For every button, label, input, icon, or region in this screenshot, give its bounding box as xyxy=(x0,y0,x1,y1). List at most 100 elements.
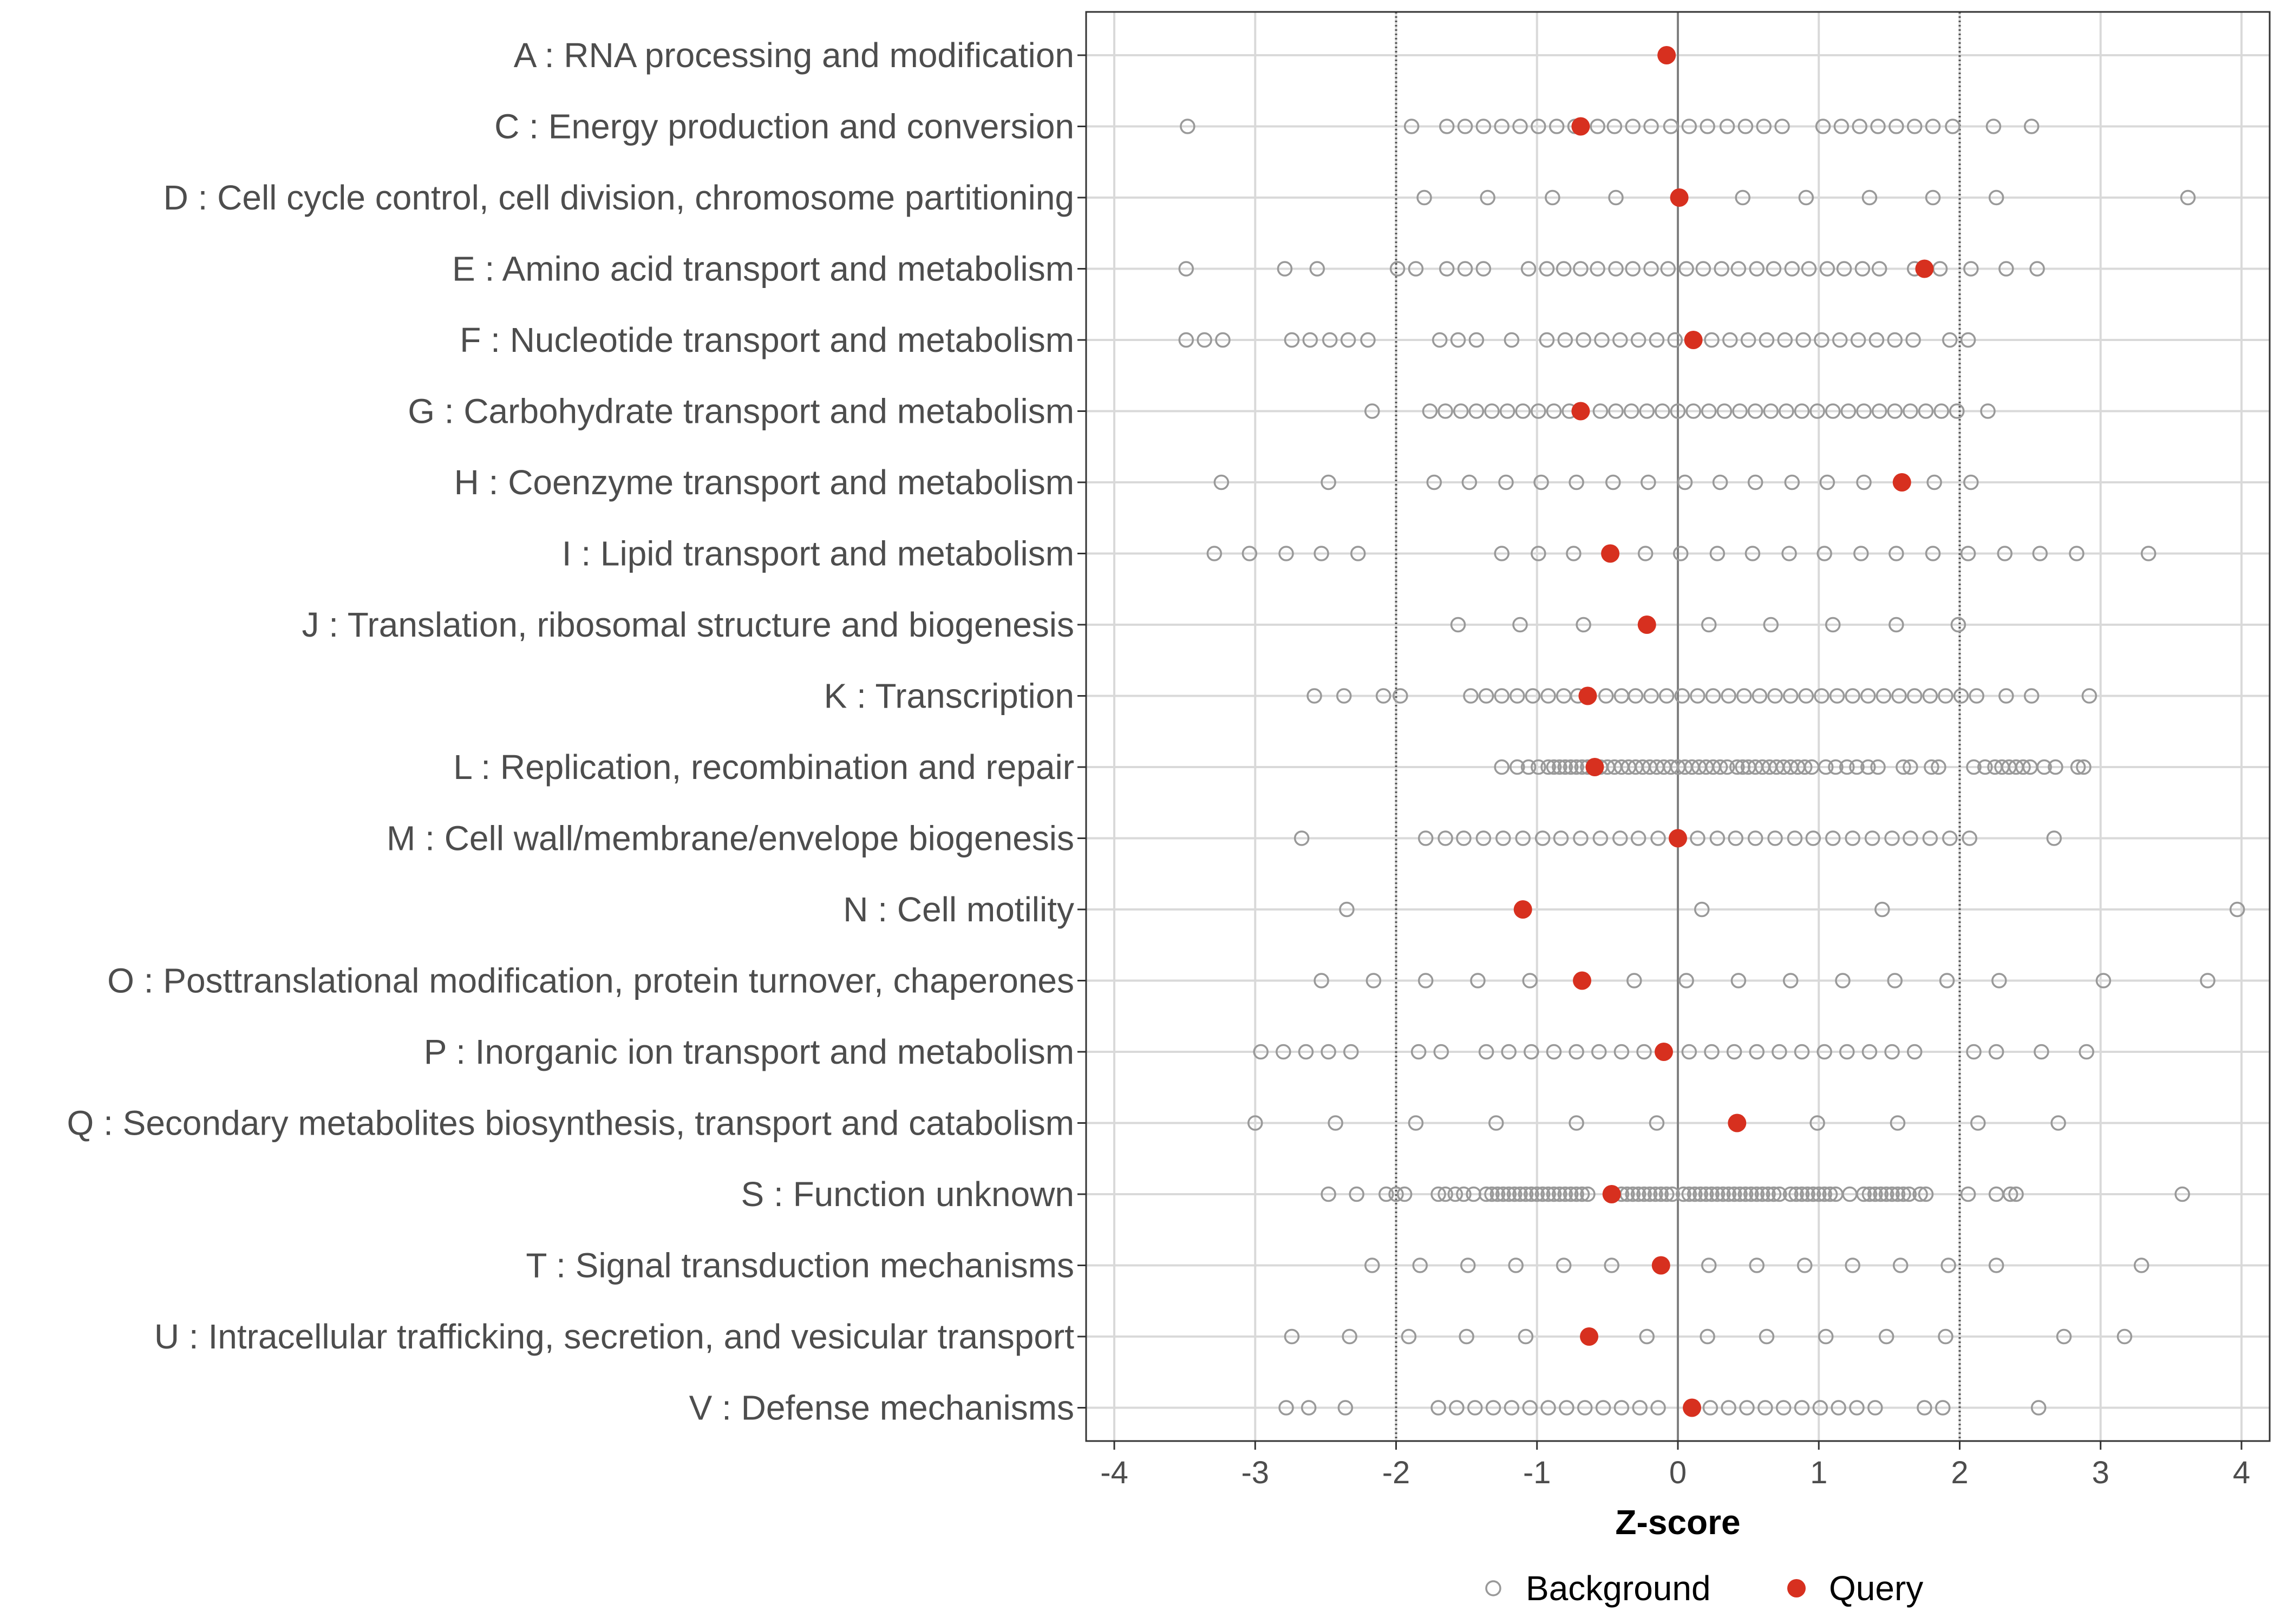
background-point xyxy=(1467,1400,1483,1416)
background-point xyxy=(1510,688,1525,704)
background-point xyxy=(1563,1186,1579,1202)
background-point xyxy=(1512,119,1528,134)
background-point xyxy=(1721,1186,1736,1202)
background-point xyxy=(1573,830,1589,846)
background-point xyxy=(1998,261,2014,277)
background-point xyxy=(1364,403,1380,419)
query-point xyxy=(1651,1256,1670,1275)
data-points xyxy=(1178,46,2245,1417)
background-point xyxy=(1678,973,1694,988)
background-point xyxy=(2174,1186,2190,1202)
category-label: S : Function unknown xyxy=(741,1175,1074,1214)
background-point xyxy=(1574,1186,1590,1202)
background-point xyxy=(1360,332,1376,348)
background-point xyxy=(1709,830,1726,846)
background-point xyxy=(1760,1186,1776,1202)
background-point xyxy=(1694,901,1710,918)
background-point xyxy=(1277,261,1293,277)
background-point xyxy=(1740,332,1756,348)
background-point xyxy=(1412,1258,1428,1273)
background-point xyxy=(1625,261,1641,277)
background-point xyxy=(1766,261,1782,277)
background-point xyxy=(1342,1328,1357,1345)
background-point xyxy=(1670,403,1686,419)
query-point xyxy=(1571,117,1590,136)
background-point xyxy=(1702,1400,1718,1416)
background-point xyxy=(1484,403,1500,419)
background-point xyxy=(1836,261,1852,277)
background-point xyxy=(1887,332,1903,348)
background-point xyxy=(1309,261,1325,277)
background-point xyxy=(1903,759,1918,775)
background-point xyxy=(1197,332,1212,348)
background-point xyxy=(1494,759,1510,775)
background-point xyxy=(1546,403,1562,419)
background-point xyxy=(1794,1400,1810,1416)
background-point xyxy=(1531,546,1546,561)
background-point xyxy=(1284,1328,1300,1345)
background-point xyxy=(1613,1044,1630,1060)
x-tick-label: 0 xyxy=(1669,1455,1687,1490)
background-point xyxy=(2180,189,2196,206)
background-point xyxy=(1864,830,1880,846)
background-point xyxy=(1730,261,1747,277)
category-label: I : Lipid transport and metabolism xyxy=(562,534,1074,573)
background-point xyxy=(1832,332,1848,348)
background-point xyxy=(1321,474,1336,490)
background-point xyxy=(1736,688,1752,704)
reference-lines xyxy=(1395,12,1961,1441)
background-point xyxy=(1704,1044,1720,1060)
background-point xyxy=(1906,1044,1923,1060)
background-point xyxy=(1433,1044,1449,1060)
background-point xyxy=(1485,1400,1501,1416)
background-point xyxy=(1729,759,1745,775)
background-point xyxy=(2229,901,2245,918)
background-point xyxy=(1861,1186,1878,1202)
background-point xyxy=(1495,1186,1511,1202)
background-point xyxy=(1512,1186,1528,1202)
background-point xyxy=(1721,688,1736,704)
query-point xyxy=(1601,544,1620,563)
background-point xyxy=(1726,1186,1742,1202)
background-point xyxy=(1531,119,1546,134)
background-point xyxy=(1819,474,1835,490)
background-point xyxy=(1449,1400,1465,1416)
x-tick-label: 2 xyxy=(1951,1455,1968,1490)
background-point xyxy=(1643,261,1659,277)
background-point xyxy=(1991,973,2007,988)
background-point xyxy=(1906,688,1923,704)
background-point xyxy=(1630,332,1646,348)
background-point xyxy=(1997,546,2013,561)
background-point xyxy=(1416,189,1432,206)
background-point xyxy=(1988,1044,2004,1060)
background-point xyxy=(1529,1186,1545,1202)
background-point xyxy=(1871,261,1887,277)
legend-background-label: Background xyxy=(1526,1569,1711,1608)
background-point xyxy=(1524,1044,1539,1060)
background-point xyxy=(1896,1186,1911,1202)
background-point xyxy=(1794,1186,1810,1202)
query-point xyxy=(1670,188,1689,207)
background-point xyxy=(2200,973,2216,988)
background-point xyxy=(1925,119,1941,134)
background-point xyxy=(1456,830,1472,846)
query-point xyxy=(1580,1327,1599,1346)
background-point xyxy=(1546,759,1562,775)
background-point xyxy=(1816,546,1832,561)
background-point xyxy=(1852,119,1867,134)
background-point xyxy=(1468,332,1485,348)
query-point xyxy=(1892,473,1911,492)
background-point xyxy=(1709,546,1726,561)
background-point xyxy=(1685,403,1701,419)
background-point xyxy=(1754,1186,1770,1202)
background-point xyxy=(1732,1186,1748,1202)
background-point xyxy=(1468,403,1485,419)
background-point xyxy=(1524,1186,1539,1202)
background-point xyxy=(1870,759,1886,775)
background-point xyxy=(1480,189,1495,206)
background-point xyxy=(1811,1186,1827,1202)
background-point xyxy=(1672,546,1689,561)
background-point xyxy=(1650,1400,1666,1416)
legend-query-symbol xyxy=(1787,1579,1806,1597)
